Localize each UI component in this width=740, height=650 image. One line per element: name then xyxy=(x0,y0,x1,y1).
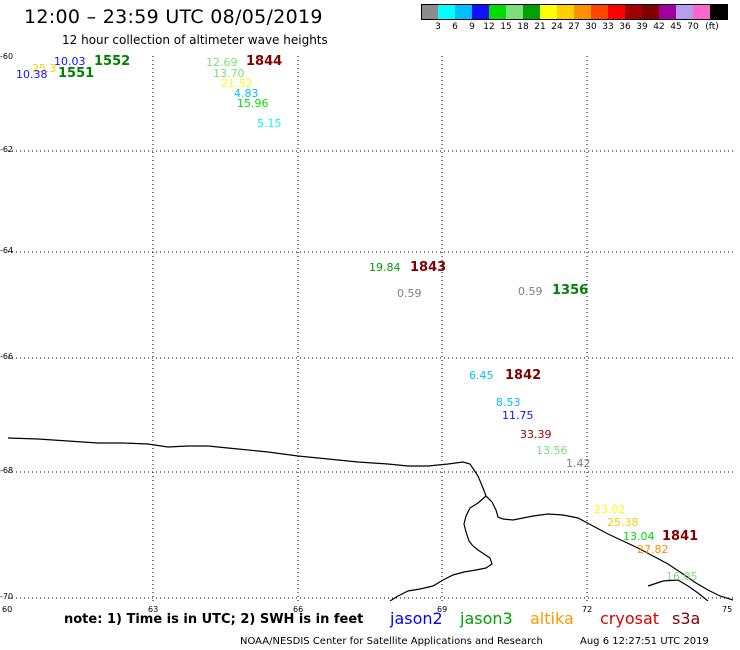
satellite-s3a: s3a xyxy=(672,609,701,628)
lon-label-60: 60 xyxy=(2,605,13,614)
coastline xyxy=(8,437,733,601)
graticule xyxy=(8,56,733,601)
legend-swatch xyxy=(506,4,524,20)
legend-swatch xyxy=(472,4,490,20)
wave-height-label: 16.05 xyxy=(666,570,698,583)
wave-height-label: 1.42 xyxy=(566,457,591,470)
legend-tick-label: 12 xyxy=(483,22,495,32)
legend-tick-label: 9 xyxy=(469,22,475,32)
legend-tick-label: 21 xyxy=(534,22,546,32)
wave-height-label: 13.70 xyxy=(213,67,245,80)
legend-tick-label: 24 xyxy=(551,22,563,32)
lat-label-70: -70 xyxy=(0,592,14,601)
pass-time-label: 1842 xyxy=(505,368,542,383)
legend-swatch xyxy=(710,4,728,20)
pass-time-label: 1552 xyxy=(94,54,131,69)
legend-tick-label: 6 xyxy=(452,22,458,32)
legend-tick-label: 42 xyxy=(653,22,665,32)
color-legend: 3 6 9 12 15 18 21 24 27 30 33 36 39 42 45 70 (ft) xyxy=(421,4,728,34)
legend-swatch xyxy=(540,4,558,20)
lat-label-64: -64 xyxy=(0,246,14,255)
lat-label-68: -68 xyxy=(0,466,14,475)
pass-time-label: 1841 xyxy=(662,529,699,544)
wave-height-label: 13.56 xyxy=(536,444,568,457)
wave-height-label: 25.38 xyxy=(607,516,639,529)
legend-tick-label: 45 xyxy=(670,22,682,32)
lat-label-66: -66 xyxy=(0,352,14,361)
lon-label-75: 75 xyxy=(722,605,733,614)
legend-swatch xyxy=(642,4,660,20)
legend-tick-label: 39 xyxy=(636,22,648,32)
legend-tick-label: 15 xyxy=(500,22,512,32)
legend-swatch xyxy=(523,4,541,20)
wave-height-label: 0.59 xyxy=(397,287,422,300)
lat-label-60: -60 xyxy=(0,52,14,61)
lon-label-69: 69 xyxy=(437,605,448,614)
legend-swatch xyxy=(455,4,473,20)
legend-swatch xyxy=(676,4,694,20)
wave-height-label: 11.75 xyxy=(502,409,534,422)
legend-tick-label: 36 xyxy=(619,22,631,32)
legend-frame xyxy=(421,4,727,20)
map-canvas xyxy=(8,56,733,601)
legend-swatch xyxy=(421,4,439,20)
wave-height-label: 21.52 xyxy=(221,77,253,90)
wave-height-label: 10.03 xyxy=(54,55,86,68)
wave-height-label: 23.02 xyxy=(594,503,626,516)
legend-swatch xyxy=(574,4,592,20)
legend-swatch xyxy=(659,4,677,20)
wave-height-label: 6.45 xyxy=(469,369,494,382)
footer-timestamp: Aug 6 12:27:51 UTC 2019 xyxy=(580,636,709,647)
legend-tick-label: 33 xyxy=(602,22,614,32)
legend-swatch xyxy=(625,4,643,20)
wave-height-label: 19.84 xyxy=(369,261,401,274)
legend-tick-label: 70 xyxy=(687,22,699,32)
lon-label-72: 72 xyxy=(582,605,593,614)
lon-label-63: 63 xyxy=(148,605,159,614)
wave-height-label: 15.96 xyxy=(237,97,269,110)
coastline-inlet xyxy=(389,495,493,601)
pass-time-label: 1551 xyxy=(58,66,95,81)
coastline-main xyxy=(8,437,733,601)
legend-tick-label: 3 xyxy=(435,22,441,32)
legend-swatch xyxy=(591,4,609,20)
wave-height-label: 10.38 xyxy=(16,68,48,81)
wave-height-label: 12.69 xyxy=(206,56,238,69)
footer-credit: NOAA/NESDIS Center for Satellite Applica… xyxy=(240,636,543,647)
legend-swatch xyxy=(693,4,711,20)
map-title: 12:00 – 23:59 UTC 08/05/2019 xyxy=(24,6,323,28)
map-subtitle: 12 hour collection of altimeter wave hei… xyxy=(62,33,328,47)
coastline-island xyxy=(647,579,709,601)
legend-tick-label: (ft) xyxy=(705,22,719,32)
satellite-cryosat: cryosat xyxy=(600,609,660,628)
wave-height-label: 0.59 xyxy=(518,285,543,298)
legend-tick-label: 27 xyxy=(568,22,580,32)
lat-label-62: -62 xyxy=(0,145,14,154)
wave-height-label: 5.15 xyxy=(257,117,282,130)
legend-swatch xyxy=(557,4,575,20)
pass-time-label: 1844 xyxy=(246,54,283,69)
wave-height-label: 13.04 xyxy=(623,530,655,543)
wave-height-label: 8.53 xyxy=(496,396,521,409)
satellite-altika: altika xyxy=(530,609,574,628)
wave-height-label: 4.83 xyxy=(234,87,259,100)
wave-height-label: 27.82 xyxy=(637,543,669,556)
legend-swatch xyxy=(608,4,626,20)
footer-note: note: 1) Time is in UTC; 2) SWH is in fe… xyxy=(64,612,364,627)
wave-height-label: 33.39 xyxy=(520,428,552,441)
legend-swatch xyxy=(438,4,456,20)
wave-height-label: 25.3 xyxy=(32,62,57,75)
satellite-jason2: jason2 xyxy=(390,609,443,628)
legend-swatch xyxy=(489,4,507,20)
map-area: -60 -62 -64 -66 -68 -70 60 63 66 69 72 7… xyxy=(0,52,733,614)
lon-label-66: 66 xyxy=(293,605,304,614)
legend-tick-label: 18 xyxy=(517,22,529,32)
pass-time-label: 1356 xyxy=(552,283,589,298)
satellite-jason3: jason3 xyxy=(460,609,513,628)
legend-tick-label: 30 xyxy=(585,22,597,32)
pass-time-label: 1843 xyxy=(410,260,447,275)
